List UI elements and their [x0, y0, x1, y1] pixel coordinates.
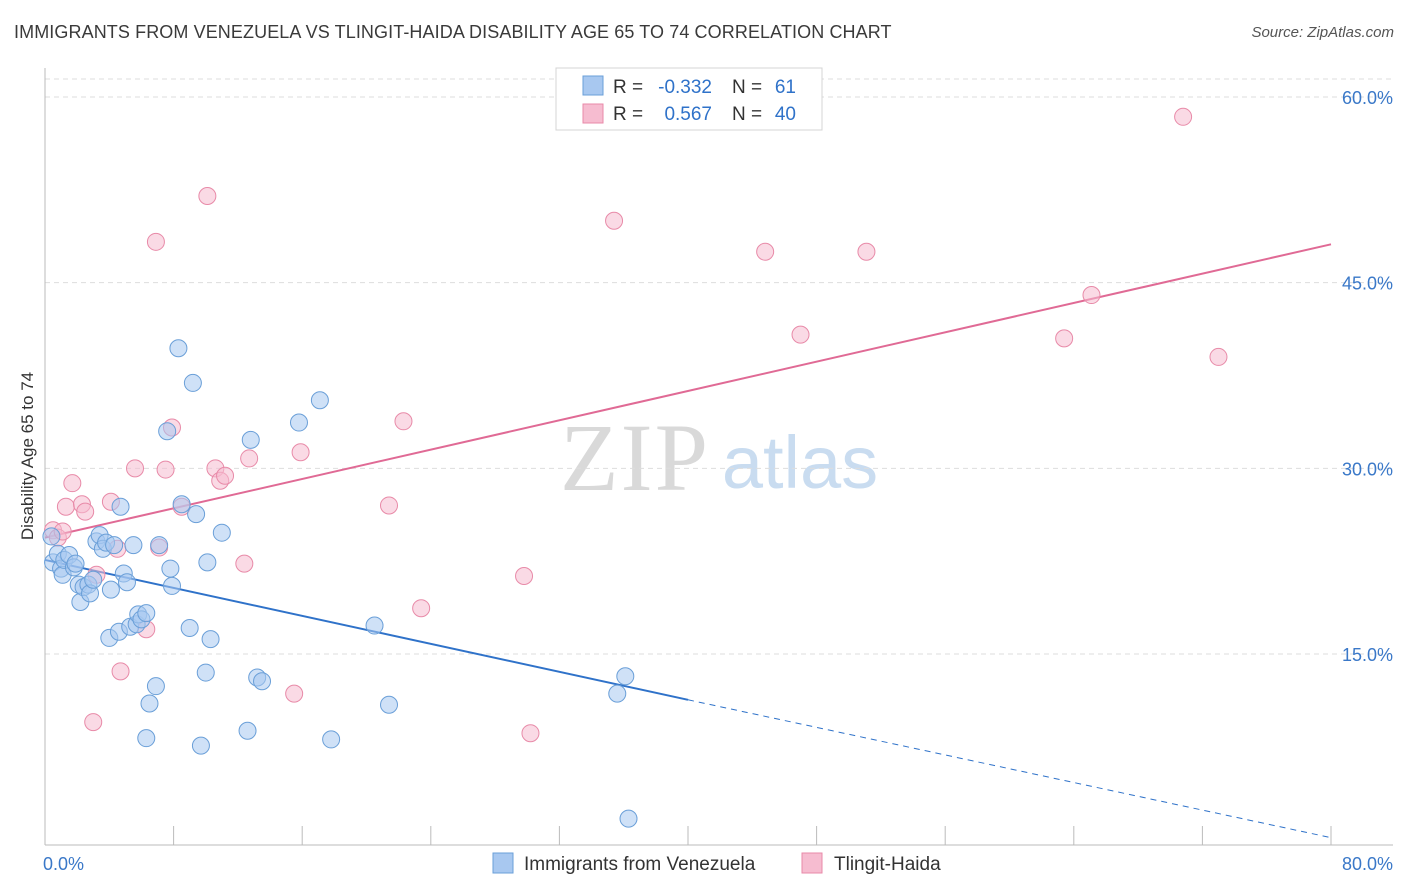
series-swatch-tlingit: [801, 852, 823, 874]
point-tlingit-32: [605, 211, 624, 230]
point-tlingit-33: [756, 242, 775, 261]
series-legend: Immigrants from Venezuela Tlingit-Haida: [492, 852, 941, 875]
point-tlingit-35: [857, 242, 876, 261]
point-venezuela-8: [66, 554, 85, 573]
point-tlingit-34: [791, 325, 810, 344]
y-tick-label-60: 60.0%: [1342, 88, 1393, 108]
point-venezuela-14: [84, 570, 103, 589]
point-venezuela-49: [241, 430, 260, 449]
point-venezuela-56: [380, 695, 399, 714]
point-venezuela-58: [616, 667, 635, 686]
point-venezuela-40: [180, 619, 199, 638]
legend-n-value-2: 40: [775, 104, 796, 125]
x-tick-label-1: 80.0%: [1342, 854, 1393, 874]
point-venezuela-35: [158, 422, 177, 441]
point-tlingit-29: [412, 599, 431, 618]
point-venezuela-60: [137, 729, 156, 748]
watermark-atlas: atlas: [722, 421, 878, 504]
point-venezuela-34: [150, 536, 169, 555]
point-venezuela-36: [161, 559, 180, 578]
y-tick-label-45: 45.0%: [1342, 274, 1393, 294]
point-tlingit-23: [235, 554, 254, 573]
point-venezuela-43: [191, 736, 210, 755]
point-venezuela-54: [322, 730, 341, 749]
chart-title: IMMIGRANTS FROM VENEZUELA VS TLINGIT-HAI…: [14, 22, 892, 42]
point-venezuela-27: [124, 536, 143, 555]
x-tick-label-0: 0.0%: [43, 854, 84, 874]
series-swatch-venezuela: [492, 852, 514, 874]
point-tlingit-14: [146, 232, 165, 251]
point-tlingit-16: [156, 460, 175, 479]
point-venezuela-45: [198, 553, 217, 572]
stats-legend: R = -0.332 N = 61 R = 0.567 N = 40: [555, 67, 823, 131]
watermark-zip: ZIP: [560, 404, 710, 511]
legend-n-label-1: N =: [732, 77, 762, 98]
point-venezuela-25: [117, 573, 136, 592]
point-tlingit-25: [285, 684, 304, 703]
point-venezuela-47: [212, 523, 231, 542]
point-tlingit-12: [126, 459, 145, 478]
legend-swatch-venezuela: [582, 75, 604, 96]
point-venezuela-38: [169, 339, 188, 358]
point-tlingit-26: [291, 443, 310, 462]
point-tlingit-38: [1174, 107, 1193, 126]
point-tlingit-36: [1055, 329, 1074, 348]
point-venezuela-41: [183, 373, 202, 392]
legend-r-value-2: 0.567: [664, 104, 712, 125]
point-tlingit-22: [216, 466, 235, 485]
trend-lines: [44, 243, 1332, 839]
point-venezuela-21: [105, 536, 124, 555]
point-venezuela-23: [111, 497, 130, 516]
point-venezuela-52: [289, 413, 308, 432]
point-tlingit-19: [198, 187, 217, 206]
trend-line-venezuela: [44, 558, 689, 701]
point-tlingit-28: [394, 412, 413, 431]
point-tlingit-37: [1082, 286, 1101, 305]
point-venezuela-33: [146, 677, 165, 696]
point-tlingit-30: [515, 567, 534, 586]
point-venezuela-46: [201, 630, 220, 649]
point-venezuela-42: [187, 505, 206, 524]
y-tick-label-30: 30.0%: [1342, 459, 1393, 479]
point-venezuela-31: [137, 604, 156, 623]
axes: [44, 68, 1393, 846]
source-label: Source: ZipAtlas.com: [1251, 24, 1394, 41]
point-tlingit-6: [76, 502, 95, 521]
legend-swatch-tlingit: [582, 103, 604, 124]
series-label-venezuela: Immigrants from Venezuela: [524, 854, 756, 875]
point-venezuela-32: [140, 694, 159, 713]
point-venezuela-20: [101, 580, 120, 599]
point-tlingit-27: [380, 496, 399, 515]
tick-labels: 15.0% 30.0% 45.0% 60.0% 0.0% 80.0%: [43, 88, 1393, 874]
point-venezuela-59: [619, 809, 638, 828]
point-tlingit-7: [84, 713, 103, 732]
point-venezuela-48: [238, 721, 257, 740]
y-tick-label-15: 15.0%: [1342, 645, 1393, 665]
point-tlingit-11: [111, 662, 130, 681]
legend-n-label-2: N =: [732, 104, 762, 125]
y-axis-label: Disability Age 65 to 74: [18, 372, 37, 540]
series-label-tlingit: Tlingit-Haida: [834, 854, 941, 875]
point-venezuela-55: [365, 616, 384, 635]
legend-r-label-2: R =: [613, 104, 643, 125]
point-venezuela-57: [608, 684, 627, 703]
trend-line-tlingit: [44, 243, 1332, 539]
point-tlingit-4: [63, 474, 82, 493]
legend-r-value-1: -0.332: [658, 77, 712, 98]
point-venezuela-51: [253, 672, 272, 691]
point-tlingit-24: [240, 449, 259, 468]
point-tlingit-31: [521, 724, 540, 743]
point-tlingit-39: [1209, 347, 1228, 366]
point-venezuela-44: [196, 663, 215, 682]
point-venezuela-53: [310, 391, 329, 410]
data-points: [42, 107, 1228, 828]
legend-r-label-1: R =: [613, 77, 643, 98]
point-venezuela-39: [172, 495, 191, 514]
point-venezuela-37: [162, 576, 181, 595]
trend-line-venezuela-extension: [687, 699, 1332, 839]
point-tlingit-3: [56, 497, 75, 516]
legend-n-value-1: 61: [775, 77, 796, 98]
point-venezuela-0: [42, 527, 61, 546]
